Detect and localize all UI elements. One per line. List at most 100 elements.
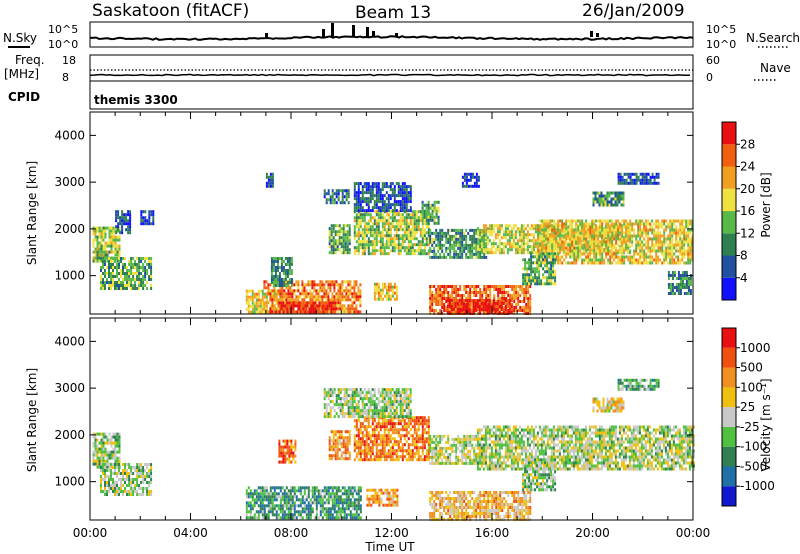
heatmap-cell (345, 289, 348, 293)
heatmap-cell (96, 256, 99, 260)
heatmap-cell (104, 447, 107, 451)
heatmap-cell (409, 222, 412, 226)
heatmap-cell (116, 263, 118, 266)
heatmap-cell (395, 294, 398, 298)
heatmap-cell (669, 258, 672, 262)
heatmap-cell (569, 252, 572, 256)
heatmap-cell (118, 247, 121, 251)
heatmap-cell (529, 285, 532, 288)
heatmap-cell (265, 175, 268, 179)
heatmap-cell (127, 219, 130, 223)
heatmap-cell (671, 271, 674, 274)
heatmap-cell (116, 257, 118, 260)
heatmap-cell (290, 301, 293, 305)
heatmap-cell (449, 246, 452, 250)
heatmap-cell (347, 307, 350, 311)
heatmap-cell (683, 243, 686, 247)
heatmap-cell (468, 299, 471, 302)
heatmap-cell (679, 225, 682, 229)
heatmap-cell (613, 225, 616, 229)
heatmap-cell (439, 300, 442, 303)
heatmap-cell (363, 197, 366, 201)
heatmap-cell (447, 291, 450, 294)
heatmap-cell (393, 249, 396, 253)
heatmap-cell (357, 213, 360, 217)
heatmap-cell (377, 194, 380, 198)
heatmap-cell (253, 307, 256, 311)
heatmap-cell (675, 249, 678, 253)
heatmap-cell (633, 181, 636, 185)
heatmap-cell (528, 264, 531, 268)
heatmap-cell (377, 228, 380, 232)
heatmap-cell (562, 248, 565, 252)
heatmap-cell (683, 261, 686, 265)
heatmap-cell (571, 243, 574, 247)
heatmap-cell (526, 242, 529, 246)
heatmap-cell (532, 270, 535, 274)
heatmap-cell (473, 240, 476, 244)
heatmap-cell (544, 255, 547, 259)
heatmap-cell (563, 222, 566, 226)
heatmap-cell (269, 178, 272, 182)
heatmap-cell (319, 286, 322, 290)
heatmap-cell (371, 249, 374, 253)
heatmap-cell (395, 228, 398, 232)
heatmap-cell (381, 182, 384, 186)
heatmap-cell (405, 191, 408, 195)
heatmap-cell (675, 243, 678, 247)
heatmap-cell (333, 201, 336, 205)
heatmap-cell (604, 194, 607, 198)
heatmap-cell (291, 298, 294, 302)
heatmap-cell (423, 212, 426, 216)
heatmap-cell (367, 249, 370, 253)
heatmap-cell (271, 304, 274, 308)
heatmap-cell (110, 238, 113, 242)
heatmap-cell (647, 234, 650, 238)
heatmap-cell (341, 295, 344, 299)
heatmap-cell (297, 289, 300, 293)
heatmap-cell (557, 243, 560, 247)
heatmap-cell (393, 209, 396, 213)
heatmap-cell (641, 240, 644, 244)
heatmap-cell (540, 255, 543, 259)
heatmap-cell (691, 225, 694, 229)
heatmap-cell (536, 270, 539, 274)
heatmap-cell (367, 200, 370, 204)
heatmap-cell (393, 216, 396, 220)
heatmap-cell (667, 255, 670, 259)
heatmap-cell (629, 240, 632, 244)
heatmap-cell (585, 243, 588, 247)
heatmap-cell (631, 228, 634, 232)
heatmap-cell (504, 242, 507, 246)
heatmap-cell (104, 450, 107, 454)
heatmap-cell (657, 172, 660, 176)
heatmap-cell (635, 175, 638, 179)
heatmap-cell (480, 248, 483, 252)
heatmap-cell (466, 302, 469, 305)
heatmap-cell (401, 194, 404, 198)
heatmap-cell (116, 287, 118, 290)
heatmap-cell (148, 275, 151, 278)
heatmap-cell (520, 230, 523, 234)
heatmap-cell (683, 225, 686, 229)
heatmap-cell (118, 229, 121, 233)
heatmap-cell (411, 222, 414, 226)
heatmap-cell (463, 249, 466, 253)
heatmap-cell (393, 194, 396, 198)
heatmap-cell (530, 245, 533, 249)
heatmap-cell (112, 259, 115, 263)
heatmap-cell (546, 258, 549, 262)
heatmap-cell (519, 285, 522, 288)
heatmap-cell (637, 225, 640, 229)
heatmap-cell (541, 240, 544, 244)
heatmap-cell (116, 450, 119, 454)
heatmap-cell (114, 456, 117, 460)
heatmap-cell (439, 243, 442, 247)
heatmap-cell (289, 286, 292, 290)
heatmap-cell (335, 298, 338, 302)
heatmap-cell (643, 175, 646, 179)
heatmap-cell (451, 303, 454, 306)
heatmap-cell (599, 261, 602, 265)
heatmap-cell (355, 200, 358, 204)
heatmap-cell (473, 175, 476, 179)
